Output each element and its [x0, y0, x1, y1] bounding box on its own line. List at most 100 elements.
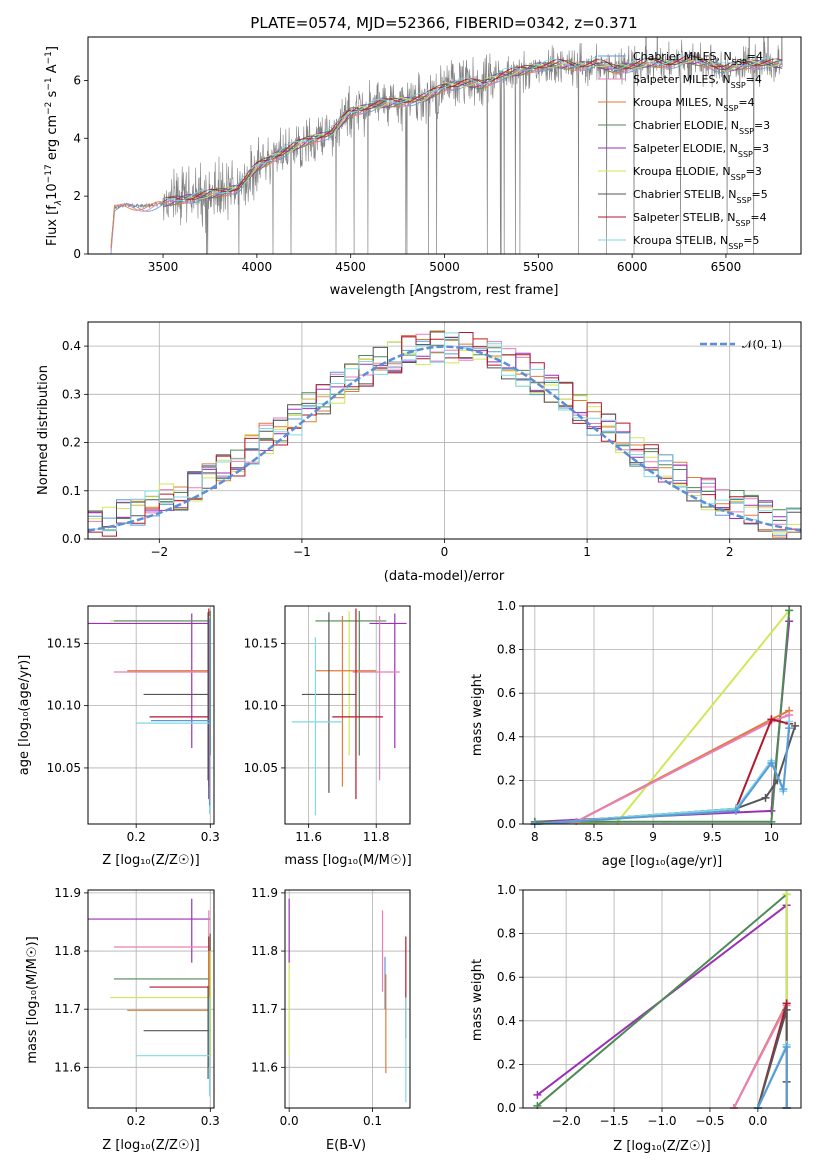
- y-tick-label: 11.9: [251, 886, 278, 900]
- y-tick-label: 0.6: [497, 686, 516, 700]
- normal-curve: [88, 345, 801, 532]
- y-tick-label: 10.10: [47, 699, 81, 713]
- spectrum-ticks: 3500 4000 4500 5000 5500 6000 6500 0 2 4 6: [73, 73, 741, 274]
- model-fit-line: [163, 54, 783, 202]
- error-bar-point: [113, 610, 211, 756]
- x-tick-label: −1.5: [599, 1114, 628, 1128]
- residuals-legend: 𝒩(0, 1): [700, 338, 782, 351]
- legend-entry: Kroupa MILES, NSSP=4: [633, 96, 755, 113]
- legend-entry: Chabrier MILES, NSSP=4: [633, 50, 763, 67]
- error-bar-point: [143, 985, 211, 1079]
- age-vs-z-frame: [87, 605, 215, 825]
- weight-marker: [782, 1005, 791, 1014]
- weight-vs-age-marks: [530, 606, 800, 825]
- legend-entry: Chabrier STELIB, NSSP=5: [633, 188, 768, 205]
- x-tick-label: 3500: [148, 260, 179, 274]
- legend-entry: Chabrier ELODIE, NSSP=3: [633, 119, 770, 136]
- age-vs-z-xlabel: Z [log₁₀(Z/Z☉)]: [102, 853, 199, 868]
- error-bar-point: [352, 615, 400, 781]
- residuals-ticks: −2 −1 0 1 2 0.0 0.1 0.2 0.3 0.4: [62, 339, 734, 559]
- error-bar-point: [369, 613, 407, 749]
- error-bar-point: [88, 613, 211, 749]
- error-bar-point: [110, 951, 211, 1056]
- model-fit-line: [110, 58, 780, 248]
- y-tick-label: 11.7: [251, 1002, 278, 1016]
- x-tick-label: −1.0: [647, 1114, 676, 1128]
- mass-vs-z-marks: [88, 898, 211, 1097]
- weight-marker: [767, 758, 776, 767]
- x-tick-label: 9: [649, 830, 657, 844]
- weight-vs-z-xlabel: Z [log₁₀(Z/Z☉)]: [613, 1139, 710, 1154]
- x-tick-label: 0.2: [127, 830, 146, 844]
- x-tick-label: 11.8: [363, 830, 390, 844]
- mass-vs-z-xlabel: Z [log₁₀(Z/Z☉)]: [102, 1138, 199, 1153]
- weight-vs-age-frame: [522, 605, 802, 825]
- model-fit-line: [162, 56, 783, 203]
- y-tick-label: 0.0: [497, 1101, 516, 1115]
- mass-vs-z-frame: [87, 889, 215, 1109]
- weight-marker: [782, 890, 791, 899]
- y-tick-label: 0.4: [497, 730, 516, 744]
- weight-marker: [791, 721, 800, 730]
- x-tick-label: −2.0: [552, 1114, 581, 1128]
- y-tick-label: 2: [73, 189, 81, 203]
- x-tick-label: 0: [441, 545, 449, 559]
- weight-vs-z-panel: −2.0 −1.5 −1.0 −0.5 0.0 0.0 0.2 0.4 0.6 0.8 1.0 Z …: [470, 883, 802, 1154]
- residual-histogram: [88, 332, 801, 532]
- x-tick-label: 9.5: [703, 830, 722, 844]
- y-tick-label: 10.15: [47, 636, 81, 650]
- y-tick-label: 11.9: [54, 886, 81, 900]
- normal-legend-label: 𝒩(0, 1): [742, 338, 782, 351]
- mass-vs-z-grid: [88, 890, 214, 1108]
- model-fit-line: [191, 57, 781, 200]
- x-tick-label: 6000: [617, 260, 648, 274]
- residuals-ylabel: Normed distribution: [36, 365, 51, 495]
- weight-marker: [779, 785, 788, 794]
- legend-entry: Kroupa ELODIE, NSSP=3: [633, 165, 762, 182]
- mass-vs-ebv-frame: [284, 889, 411, 1109]
- x-tick-label: 6500: [711, 260, 742, 274]
- weight-vs-z-frame: [522, 889, 802, 1109]
- spectrum-marks: [110, 37, 783, 254]
- error-bar-point: [151, 618, 211, 806]
- age-vs-mass-frame: [284, 605, 411, 825]
- y-tick-label: 11.8: [54, 944, 81, 958]
- x-tick-label: 11.6: [295, 830, 322, 844]
- weight-marker: [782, 1042, 791, 1051]
- weight-marker: [731, 806, 740, 815]
- y-tick-label: 10.05: [47, 761, 81, 775]
- y-tick-label: 0.2: [497, 1057, 516, 1071]
- weight-marker: [785, 606, 794, 615]
- residuals-marks: [88, 330, 801, 539]
- spectrum-frame: [87, 36, 802, 255]
- x-tick-label: −0.5: [695, 1114, 724, 1128]
- error-bar-point: [143, 612, 211, 781]
- y-tick-label: 10.15: [244, 636, 278, 650]
- age-vs-mass-ticks: 11.6 11.8 10.05 10.10 10.15: [244, 636, 390, 844]
- y-tick-label: 0.1: [62, 484, 81, 498]
- weight-vs-z-ylabel: mass weight: [470, 959, 485, 1041]
- x-tick-label: 8.5: [584, 830, 603, 844]
- error-bar-point: [315, 610, 387, 756]
- legend-entry: Salpeter STELIB, NSSP=4: [633, 211, 767, 228]
- y-tick-label: 0.2: [497, 773, 516, 787]
- y-tick-label: 1.0: [497, 883, 516, 897]
- y-tick-label: 11.7: [54, 1002, 81, 1016]
- error-bar-point: [291, 637, 343, 816]
- age-vs-mass-xlabel: mass [log₁₀(M/M☉)]: [284, 853, 411, 868]
- error-bar-point: [149, 608, 211, 800]
- x-tick-label: 0.0: [280, 1114, 299, 1128]
- error-bar-point: [88, 898, 211, 963]
- mass-vs-ebv-panel: 0.0 0.1 11.6 11.7 11.8 11.9 E(B-V): [251, 886, 411, 1153]
- y-tick-label: 0.4: [62, 339, 81, 353]
- spectrum-panel: PLATE=0574, MJD=52366, FIBERID=0342, z=0…: [44, 14, 802, 298]
- x-tick-label: 0.1: [363, 1114, 382, 1128]
- mass-vs-z-ticks: 0.2 0.3 11.6 11.7 11.8 11.9: [54, 886, 220, 1128]
- mass-vs-ebv-ticks: 0.0 0.1 11.6 11.7 11.8 11.9: [251, 886, 382, 1128]
- error-bar-point: [127, 951, 211, 1068]
- error-bar-point: [301, 612, 356, 793]
- model-fit-line: [162, 54, 783, 201]
- age-vs-z-ticks: 0.2 0.3 10.05 10.10 10.15: [47, 636, 220, 844]
- x-tick-label: 2: [726, 545, 734, 559]
